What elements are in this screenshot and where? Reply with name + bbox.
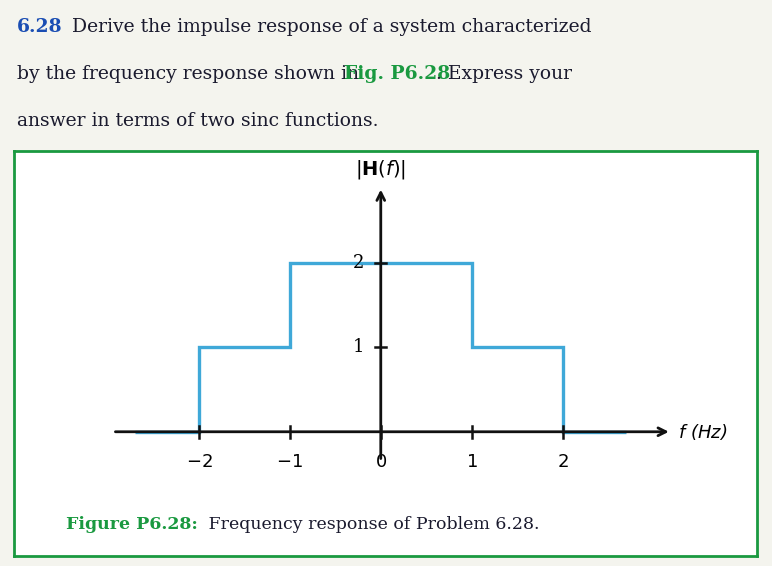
Text: 6.28: 6.28 (17, 18, 63, 36)
Text: $0$: $0$ (374, 453, 387, 471)
Text: 1: 1 (353, 338, 364, 356)
Text: Derive the impulse response of a system characterized: Derive the impulse response of a system … (72, 18, 591, 36)
Text: Fig. P6.28: Fig. P6.28 (344, 65, 450, 83)
Text: answer in terms of two sinc functions.: answer in terms of two sinc functions. (17, 112, 378, 130)
Text: 2: 2 (353, 254, 364, 272)
Text: Frequency response of Problem 6.28.: Frequency response of Problem 6.28. (203, 516, 540, 533)
Text: $\mathit{f}$ (Hz): $\mathit{f}$ (Hz) (678, 422, 727, 442)
Text: $2$: $2$ (557, 453, 568, 471)
Text: . Express your: . Express your (436, 65, 572, 83)
Text: Figure P6.28:: Figure P6.28: (66, 516, 198, 533)
Text: $|\mathbf{H}(\mathit{f})|$: $|\mathbf{H}(\mathit{f})|$ (355, 158, 406, 181)
Text: $-2$: $-2$ (185, 453, 212, 471)
Text: $1$: $1$ (466, 453, 478, 471)
Text: $-1$: $-1$ (276, 453, 303, 471)
Text: by the frequency response shown in: by the frequency response shown in (17, 65, 365, 83)
